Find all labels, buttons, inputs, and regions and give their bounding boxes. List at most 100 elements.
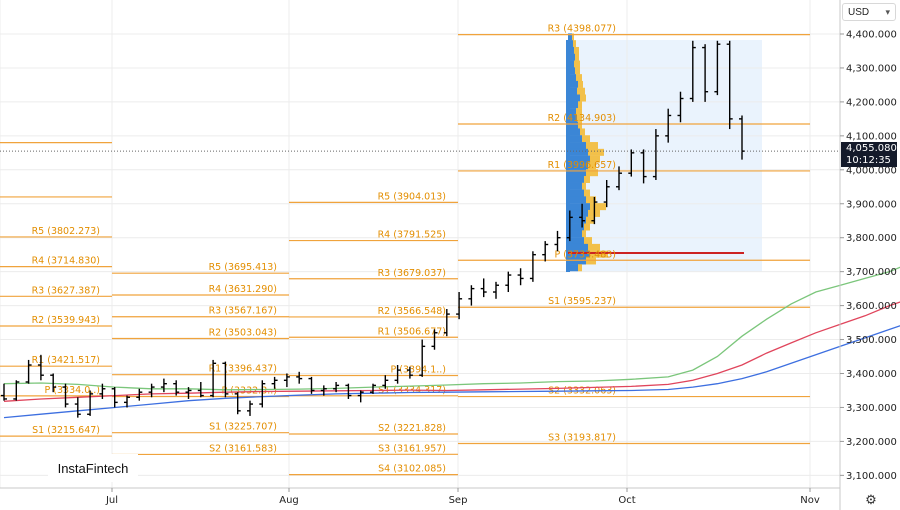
grid [0, 0, 840, 488]
profile-bar [575, 67, 580, 75]
pivot-label: P (3394.1..) [391, 365, 446, 376]
pivot-label: S4 (3102.085) [378, 464, 446, 475]
y-tick-label: 4,200.000 [846, 97, 897, 108]
current-price-value: 4,055.080 [846, 143, 897, 154]
pivot-label: R4 (3631.290) [209, 284, 277, 295]
pivot-label: R1 (3996.657) [548, 160, 616, 171]
volume-profile [566, 33, 744, 272]
profile-bar [572, 33, 574, 41]
bar-countdown: 10:12:35 [846, 155, 891, 166]
pivot-label: R1 (3421.517) [32, 355, 100, 366]
profile-bar [578, 121, 582, 129]
profile-bar [568, 53, 575, 61]
profile-bar [588, 243, 600, 251]
profile-bar [568, 257, 586, 265]
profile-bar [575, 53, 579, 61]
x-tick-label: Nov [800, 495, 820, 506]
sma-blue-line [3, 325, 900, 419]
profile-bar [586, 216, 594, 224]
profile-bar [586, 142, 598, 150]
pivot-label: P (3733.483) [555, 249, 617, 260]
gear-icon[interactable]: ⚙ [865, 492, 877, 507]
profile-bar [576, 74, 582, 82]
profile-bar [568, 169, 586, 177]
currency-select[interactable]: USD ▾ [842, 3, 896, 21]
y-tick-label: 3,200.000 [846, 437, 897, 448]
profile-bar [582, 230, 586, 238]
profile-bar [568, 264, 578, 272]
x-tick-label: Aug [279, 495, 299, 506]
profile-bar [568, 196, 586, 204]
pivot-label: R2 (3539.943) [32, 315, 100, 326]
sma-green-line [3, 266, 900, 391]
profile-bar [574, 60, 580, 68]
pivot-label: R3 (3679.037) [378, 268, 446, 279]
currency-label: USD [848, 6, 870, 18]
profile-bar [568, 175, 584, 183]
pivot-label: R3 (3627.387) [32, 285, 100, 296]
pivot-label: S1 (3215.647) [32, 425, 100, 436]
ohlc-bars [1, 40, 745, 418]
profile-bar [574, 46, 579, 54]
pivot-label: P (3334.0..) [45, 385, 100, 396]
y-tick-label: 3,800.000 [846, 233, 897, 244]
profile-bar [568, 189, 584, 197]
x-tick-label: Jul [105, 495, 118, 506]
pivot-label: R5 (3695.413) [209, 262, 277, 273]
pivot-label: R1 (3396.437) [209, 364, 277, 375]
profile-bar [568, 40, 573, 48]
profile-bar [568, 87, 577, 95]
profile-bar [568, 108, 576, 116]
profile-bar [586, 257, 596, 265]
pivot-label: S2 (3221.828) [378, 423, 446, 434]
y-tick-label: 3,600.000 [846, 301, 897, 312]
profile-bar [584, 223, 590, 231]
pivot-label: S1 (3225.707) [209, 422, 277, 433]
pivot-label: R4 (3791.525) [378, 230, 446, 241]
y-tick-label: 3,400.000 [846, 369, 897, 380]
y-tick-label: 3,300.000 [846, 403, 897, 414]
profile-bar [568, 155, 590, 163]
profile-bar [578, 101, 582, 109]
profile-bar [590, 250, 608, 258]
profile-bar [573, 40, 576, 48]
profile-bar [568, 237, 584, 245]
profile-bar [568, 121, 578, 129]
profile-bar [578, 80, 583, 88]
sma-red-line [3, 301, 900, 402]
current-price-badge: 4,055.080 10:12:35 [841, 142, 897, 167]
pivot-label: R4 (3714.830) [32, 256, 100, 267]
y-tick-label: 4,300.000 [846, 63, 897, 74]
profile-edge [566, 40, 570, 272]
moving-averages [3, 266, 900, 419]
profile-bar [586, 169, 598, 177]
profile-bar [580, 128, 585, 136]
y-tick-label: 4,100.000 [846, 131, 897, 142]
profile-bar [568, 67, 575, 75]
pivot-label: S3 (3161.957) [378, 443, 446, 454]
profile-bar [568, 148, 588, 156]
pivot-label: P (3332.3..) [222, 385, 277, 396]
pivot-label: R3 (4398.077) [548, 24, 616, 35]
profile-bar [568, 60, 574, 68]
profile-bar [568, 209, 588, 217]
y-tick-label: 3,500.000 [846, 335, 897, 346]
profile-bar [584, 237, 592, 245]
profile-bar [582, 135, 590, 143]
profile-bar [568, 250, 590, 258]
pivot-label: R2 (3503.043) [209, 328, 277, 339]
profile-bar [582, 182, 586, 190]
y-tick-label: 3,900.000 [846, 199, 897, 210]
profile-bar [568, 80, 578, 88]
pivot-label: R2 (3566.548) [378, 306, 446, 317]
chevron-down-icon: ▾ [885, 6, 890, 17]
profile-bar [568, 114, 577, 122]
profile-bar [590, 155, 600, 163]
profile-bar [568, 74, 576, 82]
x-tick-label: Oct [618, 495, 635, 506]
pivot-label: R1 (3506.677) [378, 326, 446, 337]
pivot-label: R5 (3802.273) [32, 226, 100, 237]
